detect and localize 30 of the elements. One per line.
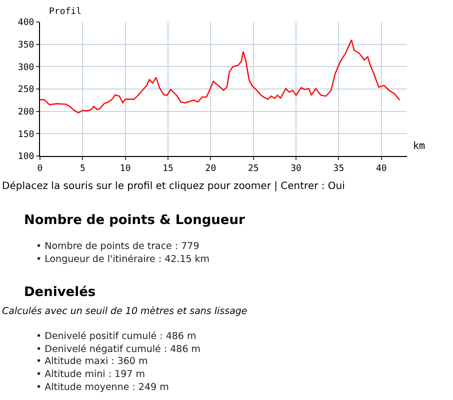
y-tick-label: 250	[18, 85, 34, 96]
text: Calculés avec un seuil de 10 mètres et sans lissage	[2, 306, 248, 317]
y-tick-label: 200	[18, 107, 34, 118]
text: Déplacez la souris sur le profil et cliquez pour zoomer | Centrer : Oui	[2, 181, 345, 192]
x-axis-title: km	[413, 141, 426, 152]
x-tick-label: 25	[248, 164, 259, 174]
x-tick-label: 20	[205, 164, 216, 174]
y-tick-label: 150	[18, 130, 34, 140]
line-series	[40, 39, 400, 114]
x-tick-label: 0	[37, 164, 43, 174]
y-tick-label: 100	[18, 152, 34, 162]
y-tick-label: 300	[18, 62, 34, 73]
text: • Denivelé positif cumulé : 486 m	[36, 331, 196, 342]
y-tick-label: 350	[18, 40, 34, 50]
text: • Nombre de points de trace : 779	[36, 241, 200, 252]
x-tick-label: 40	[376, 164, 387, 174]
text: • Denivelé négatif cumulé : 486 m	[36, 344, 201, 355]
text: • Altitude maxi : 360 m	[36, 356, 148, 367]
text: • Altitude mini : 197 m	[36, 369, 145, 380]
x-tick-label: 35	[333, 164, 344, 174]
text: • Altitude moyenne : 249 m	[36, 382, 169, 393]
x-tick-label: 10	[120, 164, 131, 174]
text: Denivelés	[24, 285, 96, 300]
text: • Longueur de l'itinéraire : 42.15 km	[36, 254, 210, 265]
x-tick-label: 5	[80, 164, 86, 174]
y-axis-title: Profil	[49, 7, 82, 17]
x-tick-label: 15	[162, 164, 174, 174]
y-tick-label: 400	[18, 18, 34, 28]
text: Nombre de points & Longueur	[24, 213, 246, 228]
x-tick-label: 30	[290, 164, 302, 174]
